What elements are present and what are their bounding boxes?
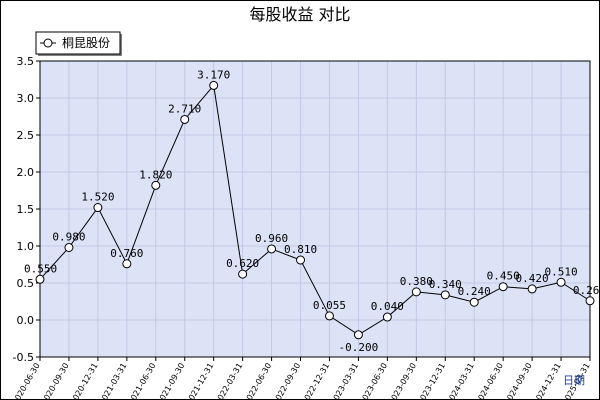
x-tick-label: 2022-03-31 [213, 362, 244, 400]
y-tick-label: 0.5 [17, 277, 35, 290]
x-tick-label: 2024-06-30 [474, 362, 505, 400]
y-tick-label: -0.5 [13, 351, 34, 364]
data-label: 0.240 [458, 285, 491, 298]
data-label: 1.520 [81, 191, 114, 204]
data-label: 3.170 [197, 68, 230, 81]
x-tick-label: 2023-03-31 [329, 362, 360, 400]
plot-border [39, 60, 591, 358]
data-label: 0.980 [52, 230, 85, 243]
data-point-marker [440, 290, 450, 300]
y-tick-label: 2.0 [17, 166, 35, 179]
data-label: 0.550 [24, 262, 57, 275]
data-label: 0.040 [371, 300, 404, 313]
data-point-marker [151, 180, 161, 190]
data-label: 0.810 [284, 243, 317, 256]
x-tick-label: 2024-09-30 [503, 362, 534, 400]
x-tick-label: 2021-06-30 [126, 362, 157, 400]
x-tick-label: 2023-09-30 [387, 362, 418, 400]
x-tick-label: 2022-06-30 [242, 362, 273, 400]
data-point-marker [64, 242, 74, 252]
data-point-marker [35, 274, 45, 284]
data-point-marker [556, 277, 566, 287]
chart-title: 每股收益 对比 [249, 5, 350, 24]
x-tick-label: 2020-06-30 [11, 362, 42, 400]
legend-label: 桐昆股份 [62, 36, 110, 50]
data-point-marker [498, 282, 508, 292]
data-point-marker [238, 269, 248, 279]
x-tick-label: 2022-12-31 [300, 362, 331, 400]
y-tick-label: 3.5 [17, 55, 35, 68]
y-tick-label: 2.5 [17, 129, 35, 142]
legend-box [35, 31, 121, 55]
data-label: 1.820 [139, 168, 172, 181]
x-tick-label: 2021-09-30 [155, 362, 186, 400]
data-label: 0.055 [313, 299, 346, 312]
data-point-marker [180, 114, 190, 124]
data-label: 0.340 [429, 278, 462, 291]
data-point-marker [353, 330, 363, 340]
data-point-marker [469, 297, 479, 307]
data-label: 0.510 [544, 265, 577, 278]
x-tick-label: 2021-12-31 [184, 362, 215, 400]
data-point-marker [209, 80, 219, 90]
data-point-marker [382, 312, 392, 322]
data-point-marker [296, 255, 306, 265]
legend-marker-icon [43, 38, 53, 48]
x-tick-label: 2022-09-30 [271, 362, 302, 400]
x-tick-label: 2023-12-31 [416, 362, 447, 400]
data-label: 0.760 [110, 247, 143, 260]
legend: 桐昆股份 [35, 31, 122, 56]
x-tick-label: 2020-09-30 [40, 362, 71, 400]
data-label: 0.260 [573, 284, 600, 297]
x-tick-label: 2023-06-30 [358, 362, 389, 400]
x-tick-label: 2024-03-31 [445, 362, 476, 400]
data-label: 0.620 [226, 257, 259, 270]
data-point-marker [411, 287, 421, 297]
data-point-marker [324, 311, 334, 321]
series-line [39, 84, 591, 336]
y-tick-label: 1.5 [17, 203, 35, 216]
y-tick-label: 0.0 [17, 314, 35, 327]
data-point-marker [267, 244, 277, 254]
y-tick-label: 3.0 [17, 92, 35, 105]
data-point-marker [527, 284, 537, 294]
x-tick-label: 2024-12-31 [532, 362, 563, 400]
series-line-layer: 0.550 0.980 1.520 0.760 1.820 2.710 3.170 0.620… [24, 68, 600, 353]
y-tick-label: 1.0 [17, 240, 35, 253]
data-label: 0.960 [255, 232, 288, 245]
data-point-marker [585, 296, 595, 306]
data-label: 2.710 [168, 102, 201, 115]
x-tick-label: 2020-12-31 [69, 362, 100, 400]
data-label: 0.450 [487, 270, 520, 283]
x-axis-label: 日期 [563, 374, 585, 387]
gridlines [39, 60, 591, 358]
data-label: 0.380 [400, 275, 433, 288]
data-label: 0.420 [516, 272, 549, 285]
data-label: -0.200 [339, 341, 379, 354]
x-tick-label: 2021-03-31 [98, 362, 129, 400]
data-point-marker [93, 203, 103, 213]
data-point-marker [122, 259, 132, 269]
